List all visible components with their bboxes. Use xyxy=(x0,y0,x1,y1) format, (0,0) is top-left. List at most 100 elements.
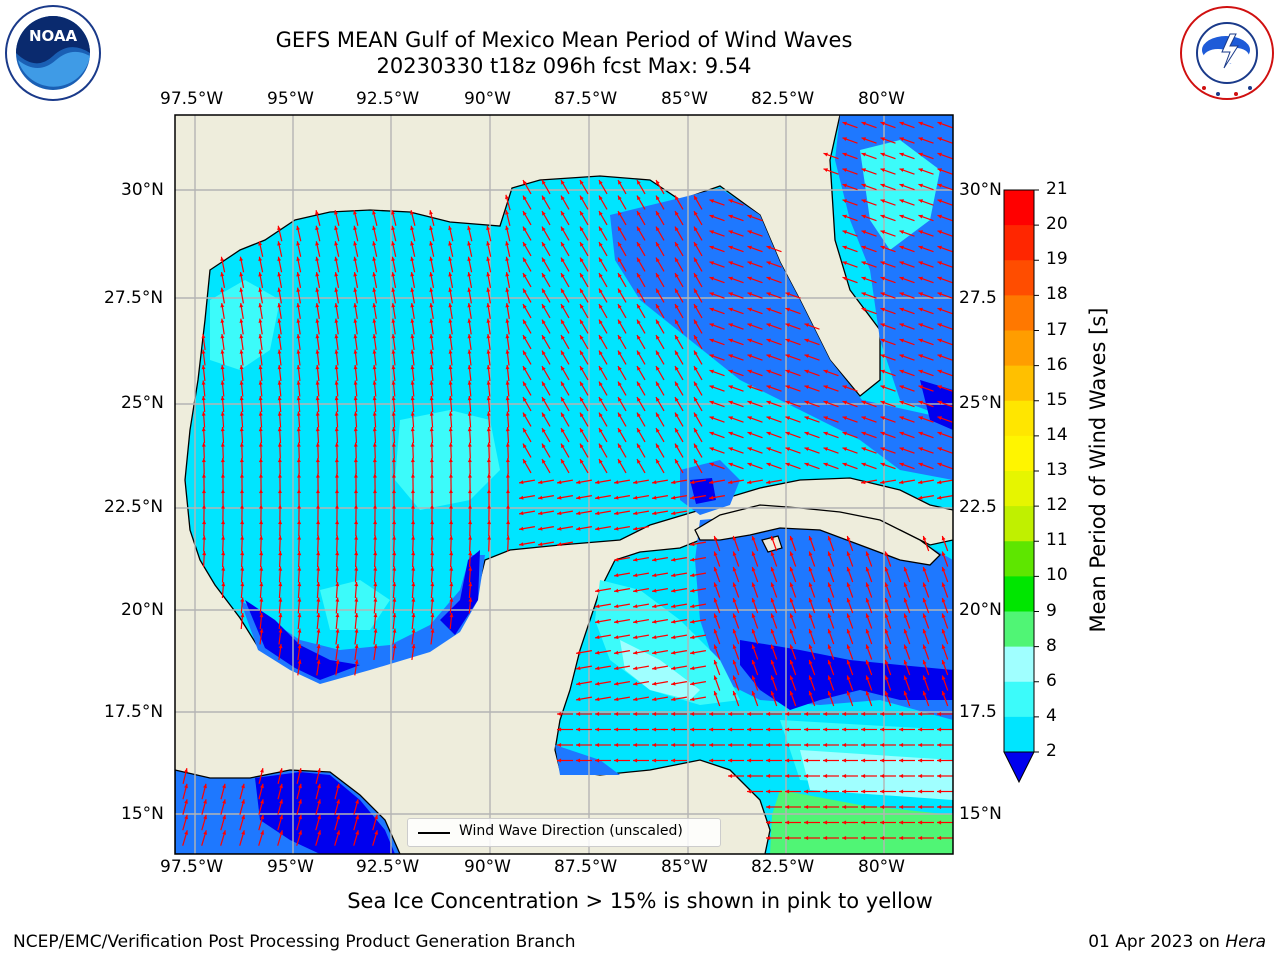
wind-arrow-head xyxy=(899,245,904,250)
wind-arrow-head xyxy=(823,400,828,405)
wind-arrow-head xyxy=(827,567,832,572)
wind-arrow-head xyxy=(297,473,301,478)
wind-arrow-head xyxy=(260,768,264,773)
wind-arrow-head xyxy=(506,473,510,478)
wind-arrow-head xyxy=(222,799,226,804)
wind-arrow-head xyxy=(595,588,600,593)
wind-arrow-head xyxy=(842,183,847,188)
wind-arrow-head xyxy=(467,241,472,246)
wind-arrow-head xyxy=(656,257,660,263)
wind-arrow-head xyxy=(675,304,679,309)
wind-arrow-head xyxy=(595,604,600,609)
wind-arrow-head xyxy=(335,597,340,602)
wind-arrow-head xyxy=(429,210,433,215)
wind-arrow-head xyxy=(220,272,225,277)
wind-arrow-head xyxy=(671,712,676,716)
wind-arrow-head xyxy=(785,323,790,327)
wind-arrow-head xyxy=(614,635,619,640)
wind-arrow-head xyxy=(334,225,338,231)
wind-arrow-head xyxy=(240,551,245,556)
wind-arrow-head xyxy=(258,241,263,246)
wind-arrow-head xyxy=(448,225,452,231)
wind-arrow-head xyxy=(880,789,885,794)
wind-arrow-head xyxy=(202,520,207,525)
wind-arrow-head xyxy=(747,758,752,763)
wind-arrow-head xyxy=(542,443,546,449)
wind-arrow-head xyxy=(842,462,847,467)
wind-arrow-head xyxy=(899,416,904,420)
wind-arrow-head xyxy=(728,431,733,436)
wind-arrow-head xyxy=(633,727,638,732)
wind-arrow-head xyxy=(278,582,283,587)
wind-arrow-head xyxy=(519,526,524,531)
wind-arrow-head xyxy=(709,758,714,763)
wind-arrow-head xyxy=(842,416,847,420)
wind-arrow-head xyxy=(804,820,809,825)
lat-tick-right: 30°N xyxy=(959,180,1002,200)
wind-arrow-head xyxy=(656,381,660,387)
wind-arrow-head xyxy=(713,691,718,696)
wind-arrow-head xyxy=(732,582,737,587)
colorbar-tick-label: 12 xyxy=(1046,495,1068,516)
wind-arrow-head xyxy=(618,459,622,464)
wind-arrow-head xyxy=(277,349,282,354)
wind-arrow-head xyxy=(709,712,714,716)
wind-arrow-head xyxy=(618,397,622,402)
wind-arrow-head xyxy=(861,230,866,234)
wind-arrow-head xyxy=(448,241,453,246)
wind-arrow-head xyxy=(747,354,752,358)
wind-arrow-head xyxy=(675,412,679,418)
wind-arrow-head xyxy=(277,272,282,277)
wind-arrow-head xyxy=(241,830,245,835)
wind-arrow-head xyxy=(633,480,638,485)
wind-arrow-head xyxy=(937,495,942,500)
wind-arrow-head xyxy=(880,462,885,467)
wind-arrow-head xyxy=(203,783,207,789)
wind-arrow-head xyxy=(808,660,813,665)
wind-arrow-head xyxy=(656,211,660,216)
colorbar-cell xyxy=(1004,435,1034,472)
wind-arrow-head xyxy=(804,400,809,405)
wind-arrow-head xyxy=(652,480,657,485)
wind-arrow-head xyxy=(861,137,866,141)
wind-arrow-head xyxy=(880,354,885,358)
wind-arrow-head xyxy=(652,588,657,593)
wind-arrow-head xyxy=(747,447,752,451)
wind-arrow-head xyxy=(808,613,813,618)
wind-arrow-head xyxy=(842,774,847,778)
wind-arrow-head xyxy=(766,820,771,825)
wind-arrow-head xyxy=(671,495,676,500)
wind-arrow-head xyxy=(922,613,927,618)
wind-arrow-head xyxy=(561,319,565,325)
wind-arrow-head xyxy=(353,442,358,447)
wind-arrow-head xyxy=(334,210,338,215)
wind-arrow-head xyxy=(334,365,339,370)
wind-arrow-head xyxy=(823,152,828,157)
wind-arrow-head xyxy=(260,799,264,804)
wind-arrow-head xyxy=(221,551,226,556)
wind-arrow-head xyxy=(542,428,546,433)
wind-arrow-head xyxy=(899,230,904,234)
wind-arrow-head xyxy=(785,354,790,358)
wind-arrow-head xyxy=(335,520,340,525)
wind-arrow-head xyxy=(747,431,752,436)
wind-arrow-head xyxy=(770,567,775,572)
colorbar-cell xyxy=(1004,400,1034,437)
wind-arrow-head xyxy=(353,411,358,416)
wind-arrow-head xyxy=(278,489,282,494)
wind-arrow-head xyxy=(353,210,357,215)
wind-arrow-head xyxy=(505,411,510,416)
wind-arrow-head xyxy=(296,365,301,370)
wind-arrow-head xyxy=(694,211,698,216)
wind-arrow-head xyxy=(279,814,283,820)
wind-arrow-head xyxy=(614,727,619,732)
wind-arrow-head xyxy=(429,365,434,370)
wind-arrow-head xyxy=(258,442,263,447)
lat-tick-left: 15°N xyxy=(121,804,164,824)
wind-arrow-head xyxy=(709,230,714,234)
lon-tick-bottom: 87.5°W xyxy=(554,857,618,877)
wind-arrow-head xyxy=(221,504,225,509)
wind-arrow-head xyxy=(542,242,546,247)
wind-arrow-head xyxy=(258,272,263,277)
wind-arrow-head xyxy=(259,566,264,571)
